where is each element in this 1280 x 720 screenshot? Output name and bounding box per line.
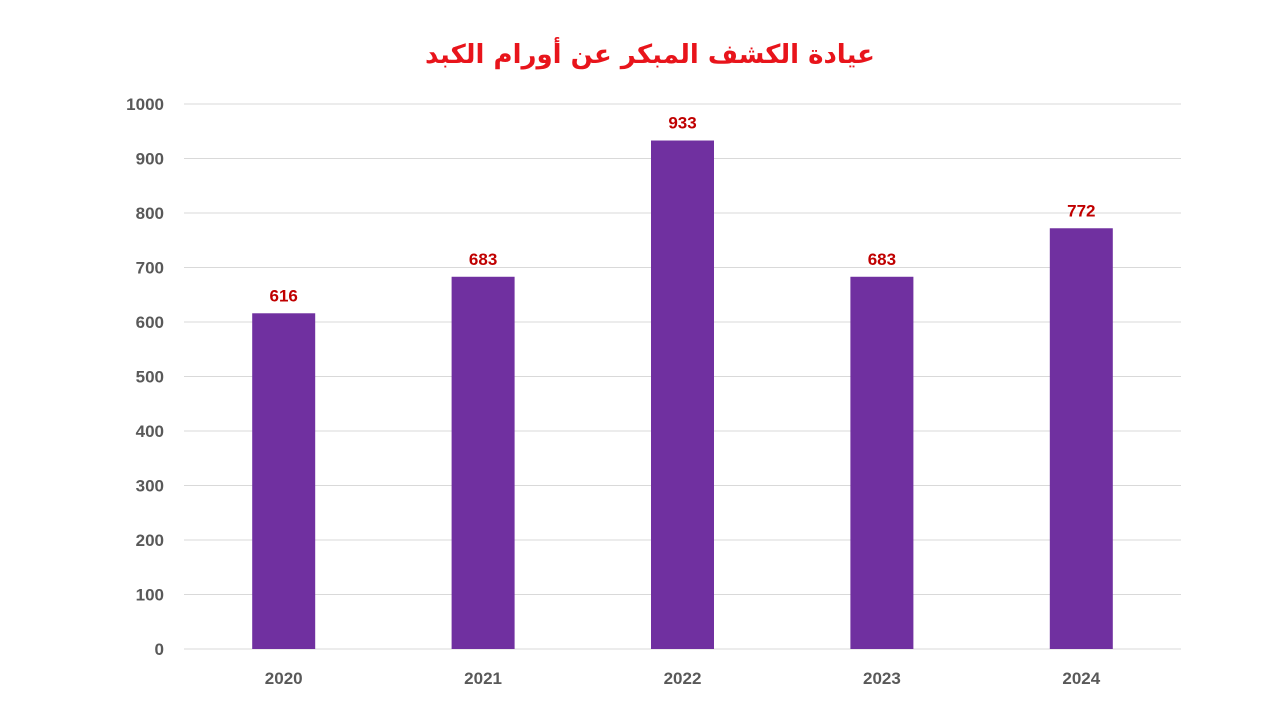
y-tick-label: 500: [136, 368, 164, 387]
bars: [252, 140, 1113, 649]
bar: [1049, 228, 1113, 649]
x-tick-label: 2021: [464, 669, 502, 688]
data-label: 616: [270, 286, 298, 305]
y-tick-label: 0: [155, 640, 164, 659]
bar: [451, 276, 515, 649]
data-label: 683: [469, 250, 497, 269]
data-label: 772: [1067, 201, 1095, 220]
bar: [252, 313, 316, 649]
x-tick-label: 2020: [265, 669, 303, 688]
data-label: 933: [668, 114, 696, 133]
y-tick-label: 200: [136, 531, 164, 550]
y-tick-label: 600: [136, 313, 164, 332]
y-tick-label: 700: [136, 259, 164, 278]
x-axis-ticks: 2020 2021 2022 2023 2024: [265, 669, 1101, 688]
y-tick-label: 800: [136, 204, 164, 223]
x-tick-label: 2024: [1062, 669, 1100, 688]
bar: [651, 140, 714, 649]
y-tick-label: 1000: [126, 95, 164, 114]
x-tick-label: 2023: [863, 669, 901, 688]
y-tick-label: 100: [136, 586, 164, 605]
data-label: 683: [868, 250, 896, 269]
x-tick-label: 2022: [664, 669, 702, 688]
y-tick-label: 900: [136, 150, 164, 169]
data-labels: 616 683 933 683 772: [270, 114, 1096, 306]
y-tick-label: 300: [136, 477, 164, 496]
y-tick-label: 400: [136, 422, 164, 441]
y-axis-ticks: 0 100 200 300 400 500 600 700 800 900 1000: [126, 95, 164, 659]
bar: [850, 276, 914, 649]
chart-title: عيادة الكشف المبكر عن أورام الكبد: [425, 40, 875, 70]
